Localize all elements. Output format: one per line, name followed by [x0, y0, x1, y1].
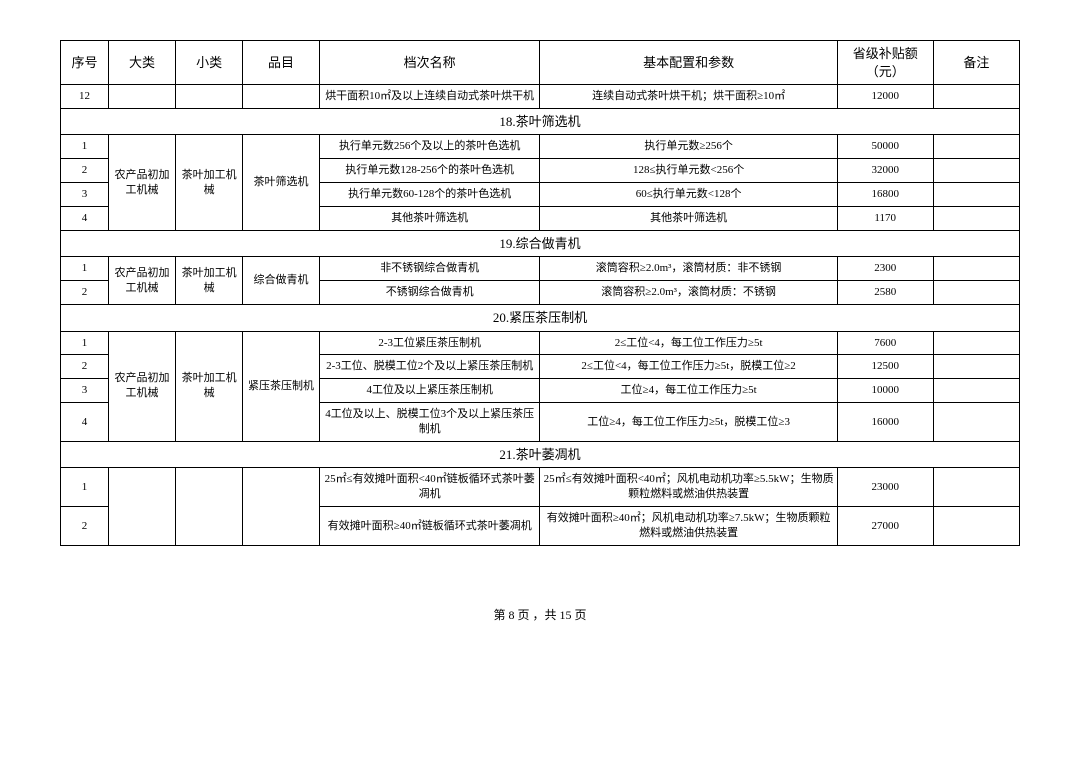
table-row: 1 农产品初加工机械 茶叶加工机械 综合做青机 非不锈钢综合做青机 滚筒容积≥2… — [61, 257, 1020, 281]
table-row: 1 25㎡≤有效摊叶面积<40㎡链板循环式茶叶萎凋机 25㎡≤有效摊叶面积<40… — [61, 468, 1020, 507]
seq: 12 — [61, 85, 109, 109]
section-title: 18.茶叶筛选机 — [61, 108, 1020, 135]
category: 农产品初加工机械 — [108, 135, 175, 230]
category: 农产品初加工机械 — [108, 331, 175, 441]
subsidy: 12000 — [837, 85, 933, 109]
page-footer: 第 8 页 ，共 15 页 — [60, 606, 1020, 623]
table-row: 1 农产品初加工机械 茶叶加工机械 紧压茶压制机 2-3工位紧压茶压制机 2≤工… — [61, 331, 1020, 355]
section-title: 19.综合做青机 — [61, 230, 1020, 257]
item: 综合做青机 — [243, 257, 320, 305]
h-subsidy: 省级补贴额（元） — [837, 41, 933, 85]
table-row: 1 农产品初加工机械 茶叶加工机械 茶叶筛选机 执行单元数256个及以上的茶叶色… — [61, 135, 1020, 159]
subsidy-table: 序号 大类 小类 品目 档次名称 基本配置和参数 省级补贴额（元） 备注 12 … — [60, 40, 1020, 546]
h-item: 品目 — [243, 41, 320, 85]
item: 茶叶筛选机 — [243, 135, 320, 230]
subcategory: 茶叶加工机械 — [176, 257, 243, 305]
h-sub: 小类 — [176, 41, 243, 85]
h-spec: 基本配置和参数 — [540, 41, 837, 85]
subcategory: 茶叶加工机械 — [176, 331, 243, 441]
table-row: 12 烘干面积10㎡及以上连续自动式茶叶烘干机 连续自动式茶叶烘干机；烘干面积≥… — [61, 85, 1020, 109]
subcategory: 茶叶加工机械 — [176, 135, 243, 230]
grade-name: 烘干面积10㎡及以上连续自动式茶叶烘干机 — [319, 85, 540, 109]
item: 紧压茶压制机 — [243, 331, 320, 441]
category: 农产品初加工机械 — [108, 257, 175, 305]
spec: 连续自动式茶叶烘干机；烘干面积≥10㎡ — [540, 85, 837, 109]
section-title: 21.茶叶萎凋机 — [61, 441, 1020, 468]
section-title: 20.紧压茶压制机 — [61, 305, 1020, 332]
header-row: 序号 大类 小类 品目 档次名称 基本配置和参数 省级补贴额（元） 备注 — [61, 41, 1020, 85]
h-seq: 序号 — [61, 41, 109, 85]
h-remark: 备注 — [933, 41, 1019, 85]
h-cat: 大类 — [108, 41, 175, 85]
h-name: 档次名称 — [319, 41, 540, 85]
